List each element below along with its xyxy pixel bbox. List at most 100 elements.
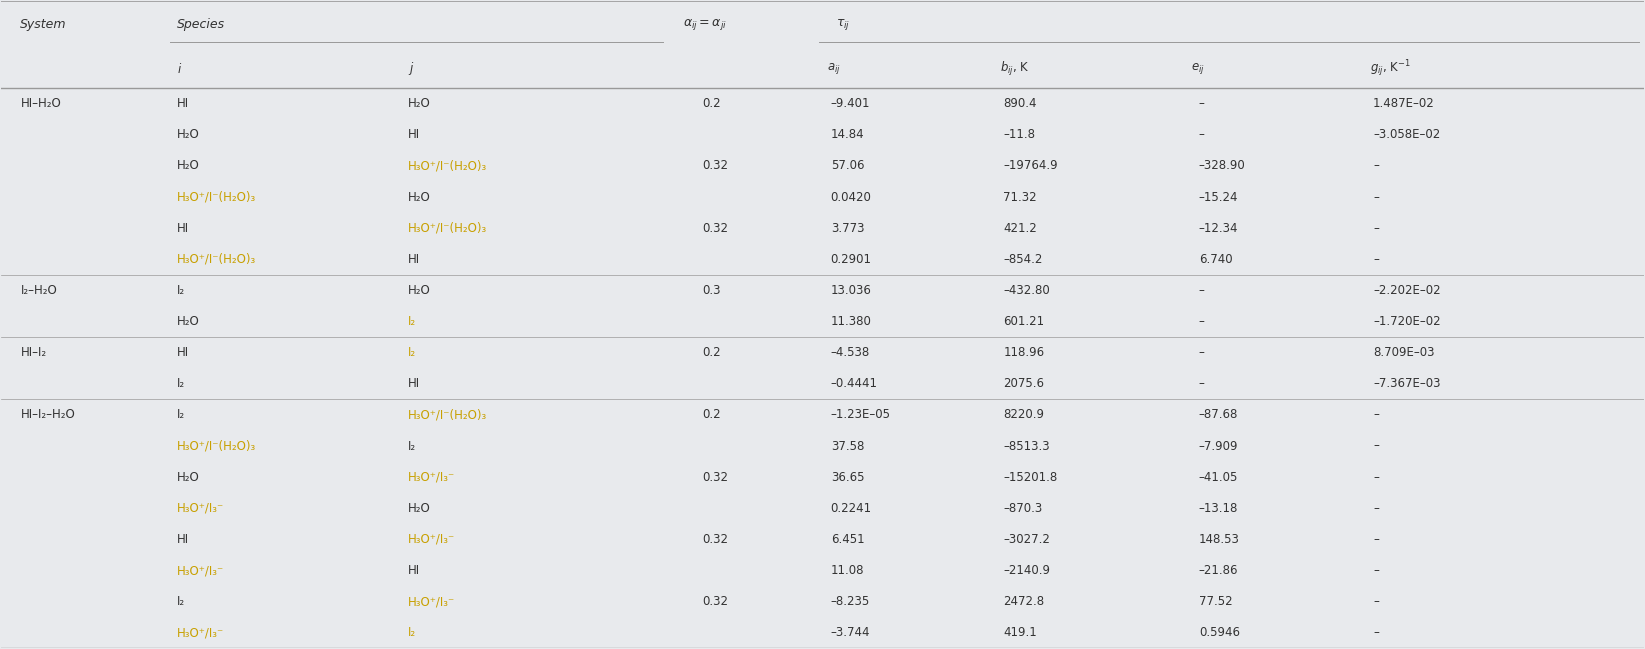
Text: –: – (1374, 533, 1379, 546)
Text: HI–I₂–H₂O: HI–I₂–H₂O (20, 408, 76, 421)
Text: 0.2: 0.2 (702, 97, 721, 110)
Text: H₃O⁺/I⁻(H₂O)₃: H₃O⁺/I⁻(H₂O)₃ (408, 222, 487, 235)
Text: –: – (1199, 346, 1204, 359)
Text: HI: HI (408, 129, 421, 141)
Text: H₃O⁺/I₃⁻: H₃O⁺/I₃⁻ (176, 626, 224, 639)
Text: I₂: I₂ (176, 408, 184, 421)
Text: –: – (1374, 564, 1379, 577)
Text: –: – (1374, 191, 1379, 204)
Text: I₂: I₂ (408, 315, 416, 328)
Text: –: – (1199, 129, 1204, 141)
Text: 11.08: 11.08 (831, 564, 864, 577)
Text: 71.32: 71.32 (1003, 191, 1036, 204)
Text: H₃O⁺/I₃⁻: H₃O⁺/I₃⁻ (408, 471, 456, 484)
Text: $\tau_{ij}$: $\tau_{ij}$ (836, 17, 850, 32)
Text: H₃O⁺/I⁻(H₂O)₃: H₃O⁺/I⁻(H₂O)₃ (408, 408, 487, 421)
Text: –: – (1199, 284, 1204, 297)
Text: 0.2: 0.2 (702, 408, 721, 421)
Text: $e_{ij}$: $e_{ij}$ (1191, 62, 1204, 77)
Text: H₃O⁺/I⁻(H₂O)₃: H₃O⁺/I⁻(H₂O)₃ (408, 160, 487, 173)
Text: –870.3: –870.3 (1003, 502, 1043, 515)
Text: I₂–H₂O: I₂–H₂O (20, 284, 58, 297)
Text: –1.23E–05: –1.23E–05 (831, 408, 890, 421)
Text: H₂O: H₂O (408, 191, 431, 204)
Text: –7.909: –7.909 (1199, 439, 1239, 452)
Text: –4.538: –4.538 (831, 346, 870, 359)
Text: –: – (1374, 626, 1379, 639)
Text: HI: HI (176, 346, 189, 359)
Text: –21.86: –21.86 (1199, 564, 1239, 577)
Text: –: – (1374, 471, 1379, 484)
Text: 37.58: 37.58 (831, 439, 864, 452)
Text: –432.80: –432.80 (1003, 284, 1050, 297)
Text: 8220.9: 8220.9 (1003, 408, 1045, 421)
Text: –13.18: –13.18 (1199, 502, 1239, 515)
Text: –0.4441: –0.4441 (831, 377, 878, 390)
Text: HI–I₂: HI–I₂ (20, 346, 46, 359)
Text: –7.367E–03: –7.367E–03 (1374, 377, 1441, 390)
Text: 148.53: 148.53 (1199, 533, 1240, 546)
Text: –41.05: –41.05 (1199, 471, 1239, 484)
Text: System: System (20, 18, 67, 31)
Text: 6.451: 6.451 (831, 533, 864, 546)
Text: 0.2: 0.2 (702, 346, 721, 359)
Text: –8.235: –8.235 (831, 595, 870, 608)
Text: H₂O: H₂O (408, 502, 431, 515)
Text: –15.24: –15.24 (1199, 191, 1239, 204)
Text: H₃O⁺/I₃⁻: H₃O⁺/I₃⁻ (176, 564, 224, 577)
Text: 0.0420: 0.0420 (831, 191, 872, 204)
Text: $g_{ij}$, K$^{-1}$: $g_{ij}$, K$^{-1}$ (1370, 58, 1411, 79)
Text: $b_{ij}$, K: $b_{ij}$, K (1000, 60, 1030, 78)
Text: 0.32: 0.32 (702, 471, 729, 484)
Text: H₃O⁺/I⁻(H₂O)₃: H₃O⁺/I⁻(H₂O)₃ (176, 439, 257, 452)
Text: 57.06: 57.06 (831, 160, 864, 173)
Text: H₂O: H₂O (176, 471, 199, 484)
Text: –15201.8: –15201.8 (1003, 471, 1058, 484)
Text: –: – (1374, 160, 1379, 173)
Text: –2.202E–02: –2.202E–02 (1374, 284, 1441, 297)
Text: 1.487E–02: 1.487E–02 (1374, 97, 1434, 110)
Text: H₂O: H₂O (408, 97, 431, 110)
Text: –: – (1374, 253, 1379, 266)
Text: 36.65: 36.65 (831, 471, 864, 484)
Text: 0.32: 0.32 (702, 595, 729, 608)
Text: –12.34: –12.34 (1199, 222, 1239, 235)
Text: –: – (1374, 408, 1379, 421)
Text: H₃O⁺/I₃⁻: H₃O⁺/I₃⁻ (408, 595, 456, 608)
Text: 890.4: 890.4 (1003, 97, 1036, 110)
Text: 601.21: 601.21 (1003, 315, 1045, 328)
Text: 3.773: 3.773 (831, 222, 864, 235)
Text: H₂O: H₂O (176, 129, 199, 141)
Text: HI: HI (408, 253, 421, 266)
Text: 0.32: 0.32 (702, 533, 729, 546)
Text: I₂: I₂ (176, 377, 184, 390)
Text: 419.1: 419.1 (1003, 626, 1036, 639)
Text: 11.380: 11.380 (831, 315, 872, 328)
Text: 0.32: 0.32 (702, 160, 729, 173)
Text: 6.740: 6.740 (1199, 253, 1232, 266)
Text: –: – (1374, 222, 1379, 235)
Text: 8.709E–03: 8.709E–03 (1374, 346, 1434, 359)
Text: $a_{ij}$: $a_{ij}$ (827, 62, 841, 77)
Text: I₂: I₂ (408, 439, 416, 452)
Text: 0.32: 0.32 (702, 222, 729, 235)
Text: H₃O⁺/I⁻(H₂O)₃: H₃O⁺/I⁻(H₂O)₃ (176, 253, 257, 266)
Text: 0.3: 0.3 (702, 284, 721, 297)
Text: HI: HI (408, 564, 421, 577)
Text: $j$: $j$ (408, 60, 415, 77)
Text: I₂: I₂ (408, 346, 416, 359)
Text: –2140.9: –2140.9 (1003, 564, 1050, 577)
Text: –: – (1199, 377, 1204, 390)
Text: –328.90: –328.90 (1199, 160, 1245, 173)
Text: –3027.2: –3027.2 (1003, 533, 1050, 546)
Text: I₂: I₂ (176, 595, 184, 608)
Text: 2472.8: 2472.8 (1003, 595, 1045, 608)
Text: 2075.6: 2075.6 (1003, 377, 1045, 390)
Text: –: – (1199, 97, 1204, 110)
Text: H₂O: H₂O (176, 315, 199, 328)
Text: $i$: $i$ (176, 62, 181, 76)
Text: –: – (1199, 315, 1204, 328)
Text: H₂O: H₂O (176, 160, 199, 173)
Text: –854.2: –854.2 (1003, 253, 1043, 266)
Text: 0.2241: 0.2241 (831, 502, 872, 515)
